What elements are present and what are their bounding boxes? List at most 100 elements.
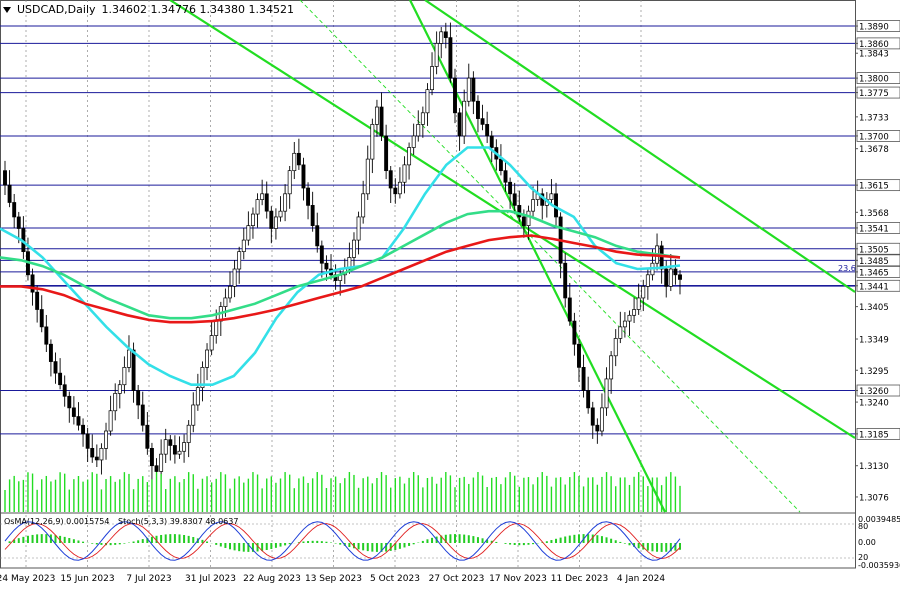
candle-body	[563, 262, 568, 299]
candle-body	[443, 31, 448, 38]
candle-body	[411, 135, 416, 148]
candle-body	[35, 291, 40, 310]
candle-body	[260, 193, 265, 200]
candle-body	[384, 135, 389, 172]
symbol-label: USDCAD,Daily	[17, 3, 96, 16]
stoch-main-line	[4, 521, 681, 561]
candle-body	[62, 384, 67, 397]
fib-label: 23.6	[838, 264, 856, 273]
price-label: 1.3295	[859, 367, 889, 377]
candle-body	[324, 262, 329, 270]
candle-body	[76, 416, 81, 426]
candle-body	[16, 216, 21, 229]
candle-body	[356, 216, 361, 241]
candle-body	[104, 430, 108, 449]
candle-body	[430, 66, 434, 91]
candle-body	[586, 390, 591, 409]
channel-line	[169, 0, 856, 439]
candle-body	[485, 124, 490, 137]
date-label: 11 Dec 2023	[551, 574, 609, 584]
price-label: 1.3800	[859, 75, 889, 85]
dropdown-triangle-icon[interactable]	[3, 6, 11, 13]
candle-body	[140, 404, 145, 426]
moving-average-line	[0, 209, 681, 320]
candle-body	[379, 106, 384, 137]
candle-body	[526, 210, 531, 226]
candle-body	[58, 372, 63, 386]
candle-body	[439, 31, 444, 44]
candle-body	[71, 407, 76, 417]
candle-body	[131, 349, 136, 391]
candle-body	[182, 442, 187, 452]
candle-body	[668, 268, 673, 287]
price-label: 1.3568	[859, 209, 889, 219]
candle-body	[44, 326, 49, 345]
candle-body	[659, 245, 664, 270]
candle-body	[512, 193, 517, 206]
candle-body	[195, 387, 200, 406]
oscma-label: OsMA(12,26,9) 0.0015754	[4, 517, 109, 526]
ohlc-label: 1.34602 1.34776 1.34380 1.34521	[101, 3, 294, 16]
date-label: 27 Oct 2023	[429, 574, 485, 584]
price-label: 1.3890	[859, 23, 889, 33]
candle-body	[498, 158, 503, 172]
candle-body	[370, 124, 375, 160]
candle-body	[205, 349, 209, 368]
indicator-axis-label: 20	[858, 553, 868, 562]
candle-body	[632, 309, 637, 316]
candle-body	[3, 170, 7, 186]
candle-body	[292, 152, 297, 172]
candle-body	[241, 239, 246, 253]
candle-body	[228, 286, 232, 299]
indicator-axis-label: 80	[858, 522, 868, 531]
candle-body	[163, 439, 168, 455]
candle-body	[397, 181, 402, 195]
candle-body	[273, 216, 278, 229]
candle-body	[407, 147, 412, 166]
candle-body	[127, 349, 131, 368]
candle-body	[480, 118, 485, 125]
candle-body	[517, 205, 522, 218]
candle-body	[117, 384, 122, 394]
candle-body	[90, 448, 95, 458]
candle-body	[108, 410, 113, 432]
candle-body	[255, 199, 260, 215]
date-label: 24 May 2023	[0, 574, 55, 584]
candle-body	[122, 367, 127, 386]
candle-body	[53, 361, 58, 374]
stoch-label: Stoch(5,3,3) 39.8307 48.0637	[118, 517, 238, 526]
candle-body	[39, 309, 44, 328]
candle-body	[7, 184, 12, 203]
price-label: 1.3405	[859, 303, 889, 313]
channel-midline	[299, 0, 801, 513]
candle-body	[641, 286, 646, 299]
candle-body	[365, 158, 370, 195]
candle-body	[186, 424, 191, 443]
moving-average-line	[0, 234, 681, 324]
candle-body	[425, 89, 430, 114]
candle-body	[237, 251, 242, 270]
candle-body	[521, 216, 526, 226]
candle-body	[315, 225, 320, 247]
price-label: 1.3700	[859, 132, 889, 142]
price-label: 1.3733	[859, 113, 889, 123]
candle-body	[420, 112, 425, 125]
candle-body	[567, 297, 572, 322]
candle-body	[278, 210, 283, 218]
candle-body	[94, 456, 99, 461]
candle-body	[549, 193, 554, 200]
candle-body	[457, 112, 462, 137]
chart-header: USDCAD,Daily 1.34602 1.34776 1.34380 1.3…	[3, 3, 294, 16]
date-label: 22 Aug 2023	[243, 574, 301, 584]
candle-body	[251, 213, 255, 226]
price-label: 1.3505	[859, 245, 889, 255]
candle-body	[462, 100, 467, 137]
indicator-axis-label: -0.0035936	[858, 561, 900, 570]
candle-body	[678, 274, 682, 280]
candle-body	[301, 164, 306, 189]
price-label: 1.3775	[859, 89, 889, 99]
candle-body	[172, 445, 177, 455]
candle-body	[664, 268, 669, 287]
candle-body	[374, 106, 379, 125]
